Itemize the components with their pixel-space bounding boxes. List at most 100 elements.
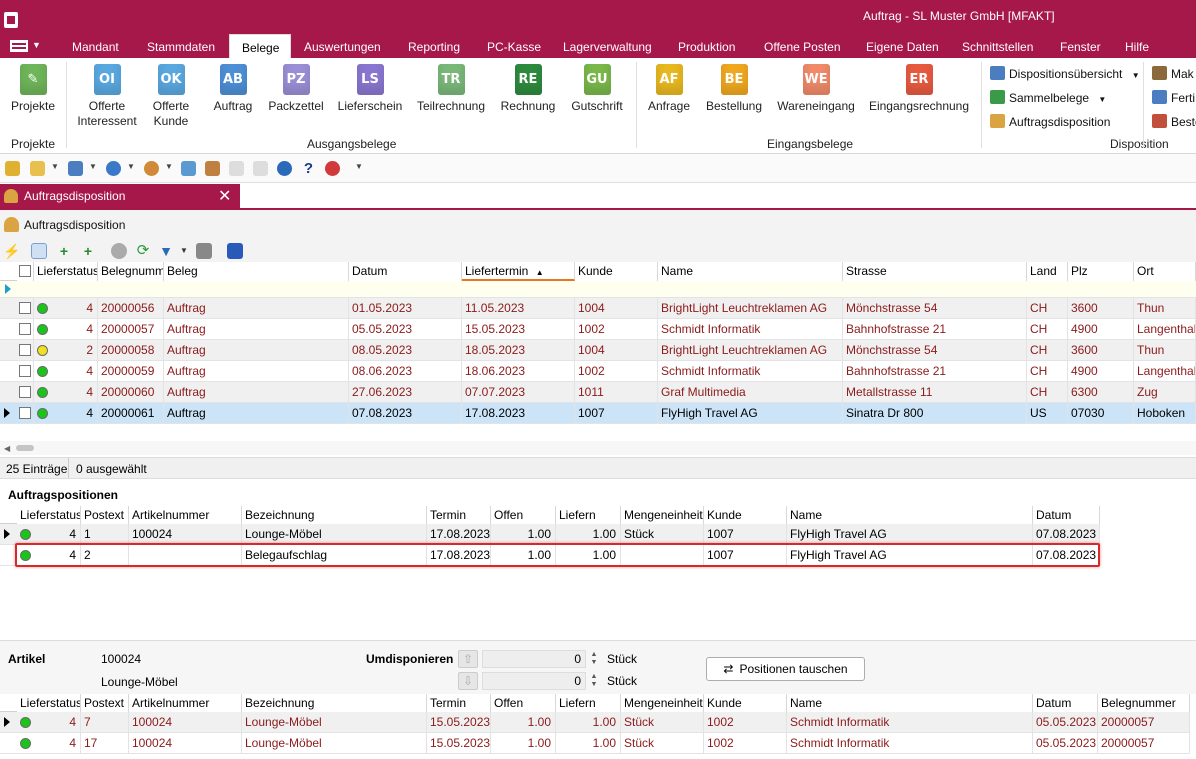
column-header[interactable]: Mengeneinheit — [621, 506, 704, 525]
settings-icon[interactable] — [111, 243, 127, 259]
tab-auswertungen[interactable]: Auswertungen — [304, 40, 381, 54]
checkbox[interactable] — [19, 365, 31, 377]
tab-pc-kasse[interactable]: PC-Kasse — [487, 40, 542, 54]
checkbox[interactable] — [19, 386, 31, 398]
cube-icon[interactable] — [5, 161, 20, 176]
column-header[interactable]: Mengeneinheit — [621, 694, 704, 713]
tab-stammdaten[interactable]: Stammdaten — [147, 40, 216, 54]
spinner-icon[interactable]: ▲ ▼ — [590, 651, 598, 666]
column-header[interactable]: Datum — [1033, 694, 1098, 713]
packzettel-button[interactable]: PZ Packzettel — [266, 64, 326, 114]
tab-hilfe[interactable]: Hilfe — [1125, 40, 1150, 54]
ferti-button[interactable]: Ferti — [1152, 90, 1195, 105]
offerte-interessent-button[interactable]: OI Offerte Interessent — [76, 64, 138, 129]
column-header[interactable]: Plz — [1068, 262, 1134, 281]
lieferschein-button[interactable]: LS Lieferschein — [336, 64, 404, 114]
tab-belege[interactable]: Belege — [229, 34, 291, 58]
shoe-icon[interactable] — [181, 161, 196, 176]
close-icon[interactable]: ✕ — [218, 188, 232, 205]
chevron-down-icon[interactable]: ▼ — [165, 162, 173, 171]
umdispo-up-input[interactable]: 0 — [482, 650, 586, 668]
column-header[interactable]: Name — [787, 506, 1033, 525]
tab-mandant[interactable]: Mandant — [72, 40, 119, 54]
chevron-down-icon[interactable]: ▼ — [51, 162, 59, 171]
tab-eigene-daten[interactable]: Eigene Daten — [866, 40, 939, 54]
wareneingang-button[interactable]: WE Wareneingang — [774, 64, 858, 114]
close-circle-icon[interactable] — [325, 161, 340, 176]
customize-icon[interactable]: ▼ — [355, 162, 363, 171]
globe-icon[interactable] — [277, 161, 292, 176]
add-child-icon[interactable]: + — [83, 243, 93, 259]
column-header[interactable]: Strasse — [843, 262, 1027, 281]
column-header[interactable]: Offen — [491, 694, 556, 713]
table-row[interactable]: 4 20000061 Auftrag 07.08.2023 17.08.2023 1007… — [0, 403, 1196, 424]
column-header[interactable]: Lieferstatus — [17, 506, 81, 525]
bestellung-button[interactable]: BE Bestellung — [703, 64, 765, 114]
auftragsdisposition-button[interactable]: Auftragsdisposition — [990, 114, 1110, 129]
print-icon[interactable] — [196, 243, 212, 259]
column-header[interactable]: Liefern — [556, 694, 621, 713]
column-header[interactable]: Bezeichnung — [242, 506, 427, 525]
column-header[interactable]: Postext — [81, 506, 129, 525]
projekte-button[interactable]: ✎ Projekte — [8, 64, 58, 114]
help-icon[interactable]: ? — [303, 160, 314, 177]
mak-button[interactable]: Mak — [1152, 66, 1194, 81]
add-row-icon[interactable]: + — [59, 243, 69, 259]
table-row[interactable]: 4 1 100024 Lounge-Möbel 17.08.2023 1.00 1.00 St… — [0, 524, 1100, 545]
tab-reporting[interactable]: Reporting — [408, 40, 461, 54]
column-header[interactable]: Ort — [1134, 262, 1196, 281]
tab-offene-posten[interactable]: Offene Posten — [764, 40, 841, 54]
table-row[interactable]: 2 20000058 Auftrag 08.05.2023 18.05.2023 1004… — [0, 340, 1196, 361]
swap-positions-button[interactable]: ⇄ Positionen tauschen — [706, 657, 865, 681]
column-header[interactable]: Name — [658, 262, 843, 281]
column-header[interactable]: Datum — [349, 262, 462, 281]
column-header[interactable]: Name — [787, 694, 1033, 713]
checkbox[interactable] — [19, 302, 31, 314]
column-header[interactable]: Belegnummer — [1098, 694, 1190, 713]
column-header[interactable]: Lieferstatus — [17, 694, 81, 713]
table-row[interactable]: 4 20000059 Auftrag 08.06.2023 18.06.2023 1002… — [0, 361, 1196, 382]
row-checkbox[interactable] — [17, 319, 34, 340]
column-header[interactable]: Datum — [1033, 506, 1100, 525]
tab-schnittstellen[interactable]: Schnittstellen — [962, 40, 1034, 54]
quick-access-menu-button[interactable]: ▼ — [10, 39, 42, 53]
column-header[interactable]: Termin — [427, 506, 491, 525]
teilrechnung-button[interactable]: TR Teilrechnung — [415, 64, 487, 114]
rechnung-button[interactable]: RE Rechnung — [498, 64, 558, 114]
checkbox[interactable] — [19, 407, 31, 419]
tab-fenster[interactable]: Fenster — [1060, 40, 1101, 54]
tab-lagerverwaltung[interactable]: Lagerverwaltung — [563, 40, 652, 54]
eingangsrechnung-button[interactable]: ER Eingangsrechnung — [866, 64, 972, 114]
column-header[interactable]: Belegnummer — [98, 262, 164, 281]
table-row[interactable]: 4 7 100024 Lounge-Möbel 15.05.2023 1.00 1.00 St… — [0, 712, 1190, 733]
column-header[interactable]: Termin — [427, 694, 491, 713]
dispositionsuebersicht-button[interactable]: Dispositionsübersicht ▼ — [990, 66, 1140, 81]
column-header[interactable]: Offen — [491, 506, 556, 525]
column-header[interactable]: Postext — [81, 694, 129, 713]
column-header[interactable]: Bezeichnung — [242, 694, 427, 713]
arrow-down-button[interactable]: ⇩ — [458, 672, 478, 690]
tab-produktion[interactable]: Produktion — [678, 40, 736, 54]
doc-icon[interactable] — [30, 161, 45, 176]
checkbox[interactable] — [19, 344, 31, 356]
offerte-kunde-button[interactable]: OK Offerte Kunde — [146, 64, 196, 129]
table-row[interactable]: 4 20000056 Auftrag 01.05.2023 11.05.2023 1004… — [0, 298, 1196, 319]
column-header[interactable]: Kunde — [704, 694, 787, 713]
select-all-checkbox[interactable] — [17, 262, 34, 281]
anfrage-button[interactable]: AF Anfrage — [645, 64, 693, 114]
hierarchy-icon[interactable] — [68, 161, 83, 176]
user-icon[interactable] — [106, 161, 121, 176]
shop-icon[interactable] — [205, 161, 220, 176]
row-checkbox[interactable] — [17, 382, 34, 403]
gutschrift-button[interactable]: GU Gutschrift — [568, 64, 626, 114]
spinner-icon[interactable]: ▲ ▼ — [590, 673, 598, 688]
table-row[interactable]: 4 20000057 Auftrag 05.05.2023 15.05.2023 1002… — [0, 319, 1196, 340]
column-header[interactable]: Artikelnummer — [129, 694, 242, 713]
umdispo-down-input[interactable]: 0 — [482, 672, 586, 690]
column-header[interactable]: Kunde — [704, 506, 787, 525]
filter-row[interactable] — [0, 281, 1196, 298]
arrow-up-button[interactable]: ⇧ — [458, 650, 478, 668]
column-header[interactable]: Lieferstatus — [34, 262, 98, 281]
users-icon[interactable] — [144, 161, 159, 176]
lightning-icon[interactable]: ⚡ — [3, 243, 21, 259]
